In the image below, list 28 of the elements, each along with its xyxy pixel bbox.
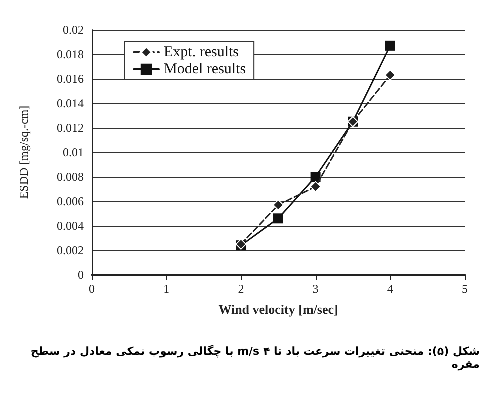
point <box>310 172 321 182</box>
y-tick-label: 0.002 <box>57 244 84 258</box>
y-tick-label: 0.008 <box>57 170 84 184</box>
y-tick-label: 0.006 <box>57 194 84 208</box>
legend-label: Model results <box>164 62 246 78</box>
x-axis-title: Wind velocity [m/sec] <box>218 302 338 317</box>
point <box>384 70 396 81</box>
y-tick-label: 0.012 <box>57 121 84 135</box>
y-axis-title: ESDD [mg/sq.-cm] <box>17 106 31 200</box>
y-tick-label: 0.01 <box>63 146 84 160</box>
x-tick-label: 1 <box>164 282 170 296</box>
x-tick-label: 0 <box>89 282 95 296</box>
x-tick-label: 2 <box>238 282 244 296</box>
point <box>310 181 322 192</box>
x-tick-label: 4 <box>387 282 394 296</box>
y-tick-label: 0.018 <box>57 48 84 62</box>
legend-label: Expt. results <box>164 44 240 60</box>
point <box>385 40 396 51</box>
point <box>273 200 284 211</box>
x-tick-label: 5 <box>462 282 468 296</box>
y-tick-label: 0.016 <box>57 72 84 86</box>
text: شکل (۵): منحنی تغییرات سرعت باد تا ۴ m/s با چگالی رسوب نمکی معادل در سطح مقره <box>30 345 480 371</box>
y-tick-label: 0.02 <box>63 23 84 37</box>
y-tick-label: 0.004 <box>57 219 84 233</box>
point <box>274 214 284 224</box>
y-tick-label: 0.014 <box>57 96 84 110</box>
x-tick-label: 3 <box>312 282 319 296</box>
y-tick-label: 0 <box>78 268 84 282</box>
